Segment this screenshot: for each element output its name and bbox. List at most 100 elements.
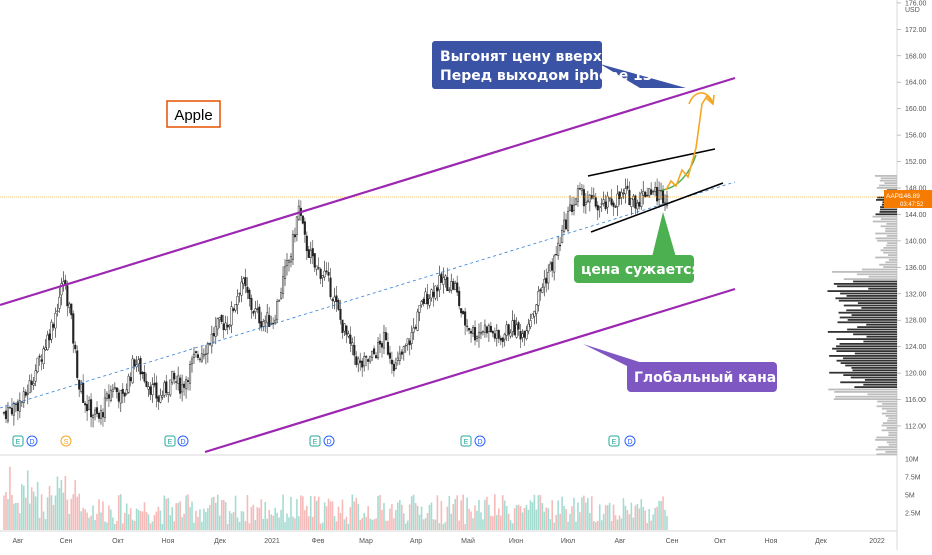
volume-bar — [416, 505, 419, 530]
candle-body — [355, 356, 358, 365]
time-tick-label: Фев — [312, 538, 325, 545]
candle-body — [268, 315, 271, 327]
triangle-lower-line[interactable] — [590, 182, 724, 233]
candle-body — [256, 308, 259, 310]
candle-body — [365, 356, 368, 358]
volume-bar — [56, 476, 59, 530]
volume-profile-bar — [881, 412, 897, 415]
volume-profile-bar — [880, 225, 897, 228]
volume-bar — [495, 514, 498, 530]
volume-bar — [604, 505, 607, 530]
volume-bar — [302, 496, 304, 530]
volume-profile-bar — [879, 263, 897, 266]
volume-bar — [270, 514, 272, 530]
time-tick-label: Июн — [509, 538, 523, 545]
channel-median-line[interactable] — [0, 181, 736, 409]
candle-body — [66, 285, 69, 307]
candle-body — [220, 314, 223, 323]
candle-body — [283, 266, 287, 279]
volume-bar — [68, 513, 71, 530]
volume-bar — [193, 522, 195, 530]
volume-bar — [377, 495, 379, 530]
candle-body — [333, 296, 336, 302]
volume-bar — [632, 517, 635, 530]
volume-bar — [36, 481, 39, 530]
bottom-note-box[interactable] — [627, 362, 777, 392]
candle-body — [608, 197, 611, 199]
volume-profile-bar — [854, 352, 897, 355]
candle-body — [331, 299, 334, 301]
volume-bar — [515, 505, 518, 530]
volume-profile-bar — [877, 400, 897, 403]
volume-bar — [11, 494, 13, 530]
candle-body — [192, 353, 196, 358]
candle-body — [238, 293, 241, 295]
candle-body — [210, 333, 213, 347]
candle-body — [54, 313, 57, 329]
volume-profile-bar — [857, 326, 897, 328]
volume-bar — [22, 485, 25, 530]
volume-profile-bar — [836, 338, 897, 340]
channel-lower-line[interactable] — [204, 287, 736, 454]
volume-bar — [422, 519, 425, 530]
volume-profile-bar — [888, 434, 897, 436]
volume-profile-bar — [888, 259, 897, 261]
volume-bar — [163, 495, 166, 530]
candle-body — [218, 317, 221, 321]
candle-body — [602, 199, 605, 204]
candle-body — [420, 301, 423, 306]
volume-bar — [94, 520, 96, 530]
time-tick-label: Мар — [359, 538, 373, 545]
volume-profile-bar — [887, 242, 897, 244]
mid-note-box[interactable] — [574, 255, 694, 283]
volume-bar — [432, 519, 435, 530]
top-note-box[interactable] — [432, 41, 602, 89]
volume-bar — [371, 519, 373, 530]
candle-body — [34, 370, 37, 382]
candle-body — [626, 185, 629, 189]
candle-body — [187, 380, 190, 382]
candle-body — [147, 386, 150, 390]
symbol-label-box[interactable] — [166, 100, 221, 128]
candle-body — [642, 190, 645, 196]
last-price-tag[interactable] — [884, 190, 932, 208]
candle-body — [117, 392, 120, 402]
volume-bar — [464, 523, 466, 530]
candle-body — [325, 270, 328, 273]
bottom-note-text: Глобальный канал — [634, 370, 786, 386]
candle-body — [80, 384, 83, 392]
candle-body — [521, 333, 524, 338]
volume-bar — [181, 517, 183, 530]
triangle-upper-line[interactable] — [587, 148, 716, 177]
volume-bar — [189, 507, 191, 530]
volume-bar — [298, 516, 300, 530]
candle-body — [276, 301, 279, 321]
candle-body — [305, 235, 308, 252]
candle-body — [309, 250, 312, 259]
price-tick-label: 128.00 — [905, 318, 927, 325]
candle-body — [658, 189, 661, 200]
volume-profile-bar — [866, 335, 897, 338]
volume-bar — [149, 523, 152, 530]
candle-body — [92, 415, 95, 419]
volume-profile-bar — [886, 244, 897, 247]
event-marker-label: D — [627, 439, 632, 446]
volume-profile-bar — [835, 395, 897, 398]
volume-bar — [397, 502, 399, 530]
volume-bar — [110, 509, 112, 530]
time-tick-label: Авг — [615, 538, 626, 545]
candle-body — [214, 326, 217, 337]
volume-bar — [367, 506, 369, 530]
volume-bar — [636, 503, 639, 530]
channel-upper-line[interactable] — [0, 76, 736, 307]
candle-body — [327, 272, 330, 276]
volume-bar — [151, 521, 154, 530]
candle-body — [48, 333, 51, 341]
price-tick-label: 120.00 — [905, 371, 927, 378]
volume-axis: 10M 7.5M 5M 2.5M — [905, 457, 921, 518]
volume-profile-bar — [883, 251, 897, 254]
volume-bar — [561, 496, 563, 530]
volume-bar — [385, 520, 387, 530]
volume-bar — [549, 519, 552, 530]
